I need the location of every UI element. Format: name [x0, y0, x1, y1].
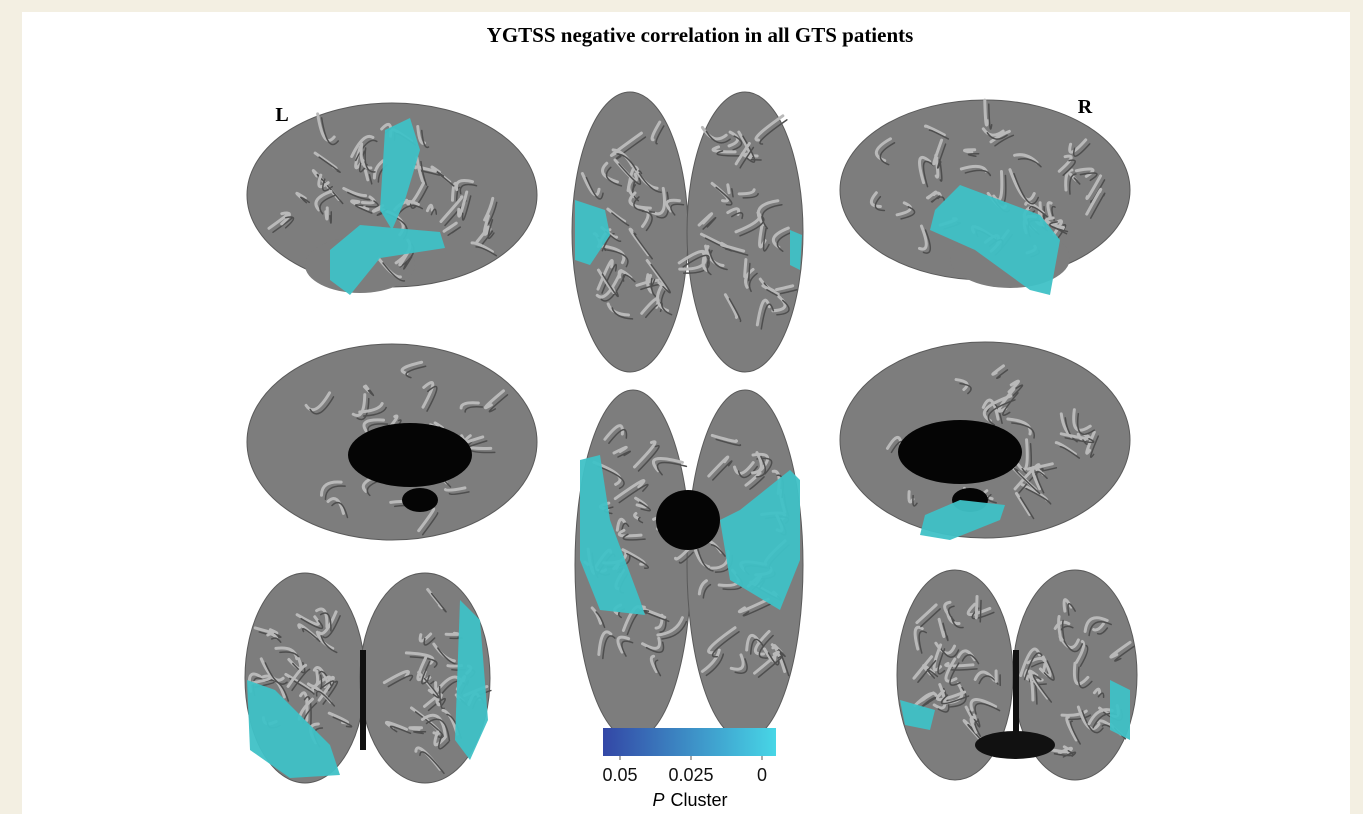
- midline: [360, 650, 366, 750]
- page: YGTSS negative correlation in all GTS pa…: [0, 0, 1363, 814]
- figure-title: YGTSS negative correlation in all GTS pa…: [487, 23, 914, 47]
- gyrus-highlight: [976, 597, 977, 618]
- gyrus-highlight: [728, 185, 729, 193]
- colorbar-tick-label: 0.05: [602, 765, 637, 785]
- figure: YGTSS negative correlation in all GTS pa…: [0, 0, 1363, 814]
- gyrus-highlight: [410, 728, 422, 730]
- medial-wall: [656, 490, 720, 550]
- gyrus-highlight: [745, 260, 746, 277]
- medial-wall: [402, 488, 438, 512]
- midline: [1013, 650, 1019, 745]
- colorbar-tick-label: 0.025: [668, 765, 713, 785]
- hemisphere-label: R: [1078, 96, 1093, 118]
- colorbar: [603, 728, 776, 756]
- sulcus: [980, 601, 981, 622]
- hemisphere-label: L: [275, 104, 288, 126]
- colorbar-label-text: Cluster: [671, 790, 728, 810]
- gyrus-highlight: [446, 633, 458, 634]
- medial-wall: [898, 420, 1022, 484]
- gyrus-highlight: [326, 208, 327, 219]
- medial-wall: [348, 423, 472, 487]
- significant-cluster: [1110, 680, 1130, 740]
- panel: [22, 12, 1350, 814]
- colorbar-tick-label: 0: [757, 765, 767, 785]
- significant-cluster: [790, 230, 802, 270]
- cerebellum-shadow: [975, 731, 1055, 759]
- gyrus-highlight: [964, 150, 974, 152]
- colorbar-label-symbol: P: [652, 790, 664, 810]
- colorbar-label: P Cluster: [652, 790, 727, 810]
- brain-surface: [687, 92, 803, 372]
